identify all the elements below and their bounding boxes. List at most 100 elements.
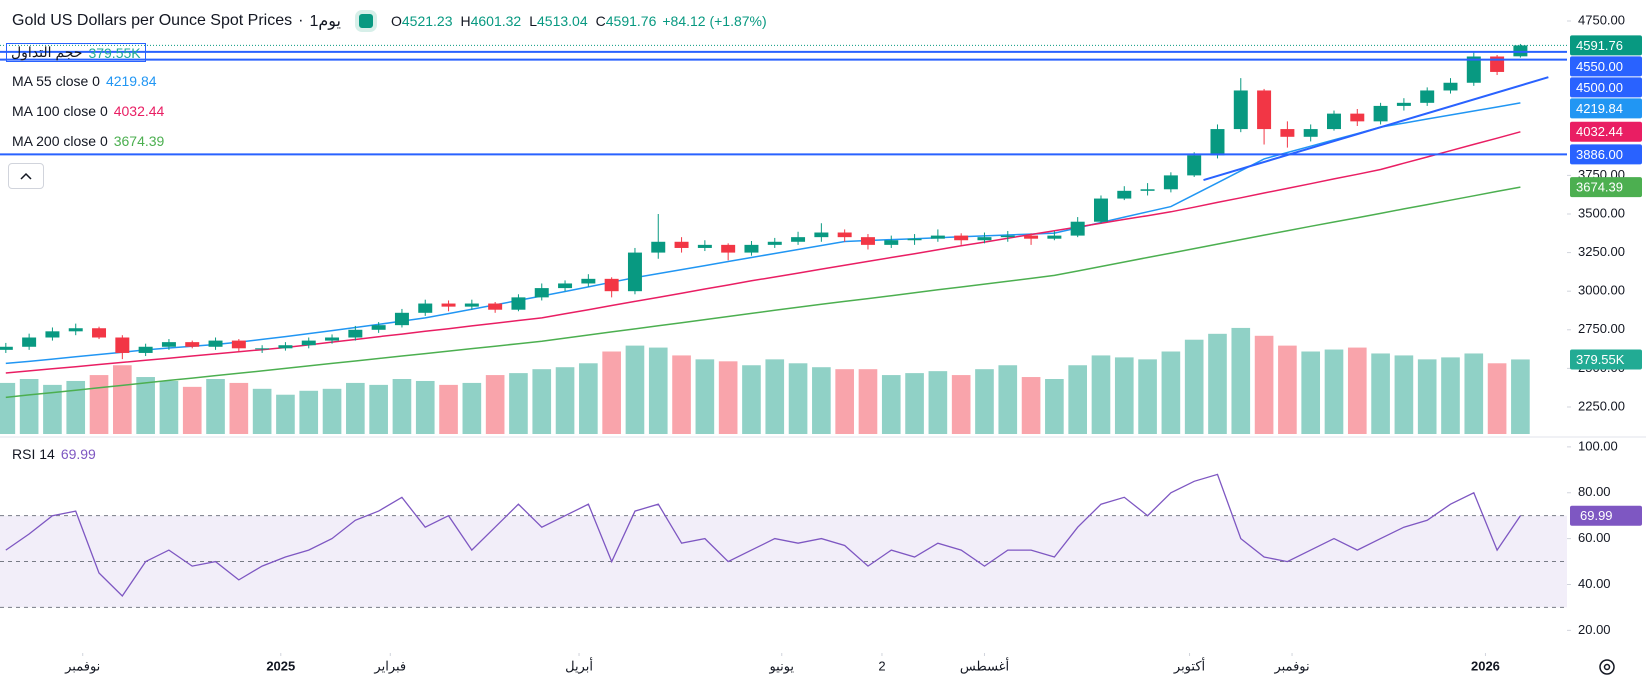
rsi-tick-label: 80.00: [1578, 484, 1611, 499]
volume-bar: [276, 394, 295, 434]
price-badge: [1570, 177, 1642, 198]
volume-bar: [648, 347, 668, 434]
volume-bar: [136, 377, 155, 434]
moving-average: [5, 131, 1521, 374]
candle-body: [1163, 175, 1178, 190]
x-tick-label: 2026: [1471, 658, 1500, 673]
volume-bar: [1278, 345, 1297, 434]
candle-body: [371, 325, 386, 330]
y-tick-label: 4750.00: [1578, 12, 1625, 27]
volume-name: حجم التداول: [11, 44, 83, 60]
candle-body: [930, 235, 945, 239]
ma-name: MA 200 close 0: [12, 133, 108, 149]
candle-body: [534, 288, 549, 298]
y-tick-label: 3250.00: [1578, 244, 1625, 259]
volume-bar: [1045, 379, 1064, 434]
volume-bar: [299, 390, 319, 434]
volume-bar: [951, 375, 971, 434]
candle-body: [1070, 221, 1085, 236]
candle-body: [837, 232, 852, 238]
volume-bar: [672, 355, 691, 434]
volume-bar: [1347, 347, 1367, 434]
ohlc-value: 4513.04: [537, 13, 588, 29]
price-badge: [1570, 35, 1642, 56]
candle-body: [1280, 129, 1295, 137]
price-badge: [1570, 121, 1642, 142]
volume-bar: [1394, 355, 1414, 434]
candle-body: [814, 232, 829, 238]
candle-body: [278, 345, 293, 349]
price-badge: [1570, 98, 1642, 119]
settings-icon[interactable]: [1599, 659, 1615, 675]
candle-body: [791, 237, 806, 242]
volume-bar: [89, 375, 109, 434]
volume-bar: [19, 379, 39, 434]
volume-bar: [1184, 339, 1204, 434]
x-tick-label: أكتوبر: [1173, 657, 1205, 674]
volume-bar: [1161, 351, 1181, 434]
ohlc-value: 4601.32: [470, 13, 522, 29]
volume-bar: [975, 369, 994, 434]
candle-body: [22, 337, 37, 347]
volume-bar: [998, 365, 1018, 434]
volume-value: 379.55K: [88, 44, 141, 61]
candle-body: [1093, 198, 1108, 222]
candle-body: [1420, 90, 1435, 103]
volume-bar: [1487, 363, 1507, 434]
candle-body: [45, 331, 60, 338]
rsi-tick-label: 100.00: [1578, 438, 1618, 453]
collapse-button[interactable]: [8, 163, 44, 189]
volume-bar: [1324, 349, 1344, 434]
candle-body: [394, 312, 409, 326]
candle-body: [1350, 113, 1365, 122]
candle-body: [581, 278, 596, 284]
x-tick-label: أبريل: [565, 657, 593, 674]
candle-body: [208, 340, 223, 347]
ma-value: 4032.44: [113, 103, 165, 119]
volume-bar: [905, 373, 924, 434]
volume-bar: [1511, 359, 1530, 434]
collapse-icon[interactable]: [9, 164, 43, 188]
settings-ring[interactable]: [1599, 659, 1615, 675]
price-badge-label: 3674.39: [1576, 180, 1623, 195]
change: +84.12 (+1.87%): [662, 13, 767, 29]
title-row: Gold US Dollars per Ounce Spot Prices · …: [12, 10, 767, 32]
y-tick-label: 3000.00: [1578, 283, 1625, 298]
ma-legend-row: MA 200 close 0 3674.39: [12, 133, 164, 149]
ma-value: 4219.84: [105, 73, 157, 89]
price-badge-label: 4591.76: [1576, 38, 1623, 53]
ma-legend-row: MA 100 close 0 4032.44: [12, 103, 164, 119]
candle-body: [231, 340, 246, 349]
candle-body: [1303, 129, 1318, 137]
ohlc-value: 4591.76: [605, 13, 657, 29]
volume-bar: [113, 365, 132, 434]
price-badge-label: 3886.00: [1576, 147, 1623, 162]
rsi-badge-label: 69.99: [1580, 508, 1613, 523]
volume-legend: حجم التداول 379.55K: [6, 43, 146, 62]
y-tick-label: 2250.00: [1578, 398, 1625, 413]
rsi-legend: RSI 14 69.99: [12, 446, 96, 462]
candle-body: [325, 337, 340, 341]
ohlc-label: L: [529, 13, 538, 29]
volume-bar: [718, 361, 738, 434]
x-tick-label: نوفمبر: [1273, 658, 1309, 674]
settings-core[interactable]: [1603, 663, 1611, 671]
x-tick-label: نوفمبر: [64, 658, 100, 674]
chevron[interactable]: [20, 172, 32, 180]
volume-bar: [1371, 353, 1390, 434]
trend-line: [1203, 76, 1549, 181]
candle-body: [464, 303, 479, 307]
x-tick-label: 2: [878, 658, 885, 673]
volume-bar: [1138, 359, 1157, 434]
volume-bar: [43, 384, 62, 434]
volume-bar: [439, 384, 458, 434]
candle-body: [488, 303, 503, 310]
volume-bar: [928, 371, 948, 434]
rsi-line: [5, 473, 1521, 598]
candle-body: [1326, 113, 1341, 130]
volume-bar: [1254, 335, 1274, 434]
rsi-tick-label: 60.00: [1578, 530, 1611, 545]
candle-body: [1513, 45, 1528, 57]
volume-bar: [229, 382, 249, 434]
candle-body: [1257, 90, 1272, 130]
